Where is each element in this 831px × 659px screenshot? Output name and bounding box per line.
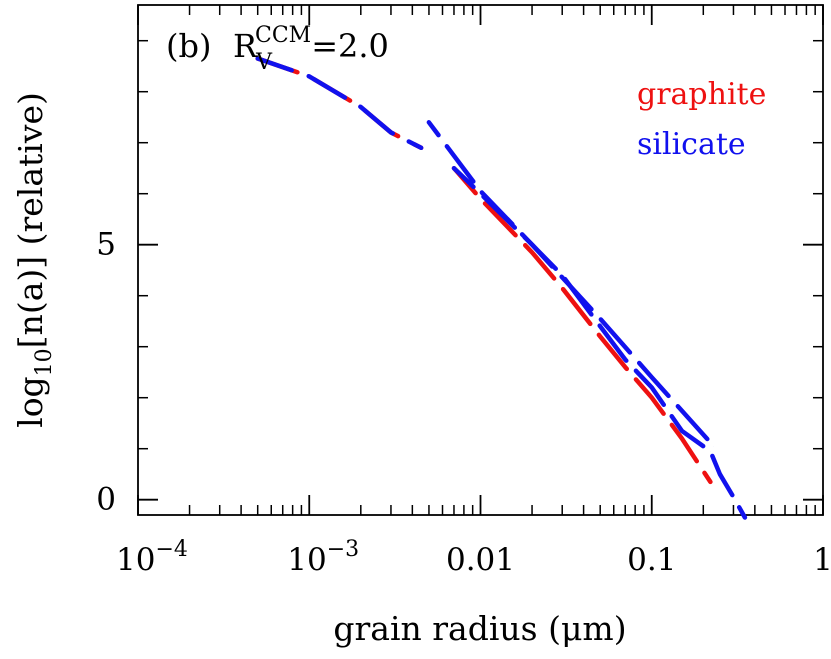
y-tick-labels: 05: [96, 227, 116, 518]
legend: graphite silicate: [637, 77, 766, 162]
rv-sub: V: [255, 50, 273, 75]
rv-label: RVCCM=2.0: [233, 23, 389, 75]
x-tick-label-3: 0.1: [627, 542, 676, 578]
x-tick-label-0: 10−4: [116, 537, 188, 578]
legend-entry-silicate: silicate: [637, 127, 746, 162]
series-silicate-segment-1: [454, 168, 745, 517]
series-graphite-segment-1: [454, 168, 710, 482]
rv-value: =2.0: [311, 27, 389, 65]
y-title-log: log: [11, 376, 50, 428]
series-silicate-segment-2: [429, 122, 714, 446]
panel-label: (b): [166, 27, 211, 65]
x-tick-label-4: 1: [813, 542, 831, 578]
y-axis-title: log10[n(a)] (relative): [11, 92, 57, 428]
rv-sup: CCM: [255, 23, 311, 48]
x-tick-label-2: 0.01: [446, 542, 515, 578]
x-tick-label-1: 10−3: [287, 537, 359, 578]
legend-entry-graphite: graphite: [637, 77, 766, 112]
y-tick-label-1: 5: [96, 227, 116, 263]
x-tick-labels: 10−4 10−3 0.01 0.1 1: [116, 537, 831, 578]
y-title-rest: [n(a)] (relative): [11, 92, 50, 348]
y-tick-label-0: 0: [96, 482, 116, 518]
x-axis-title: grain radius (μm): [333, 609, 626, 648]
y-title-sub: 10: [32, 348, 57, 376]
series-graphite-segment-0: [258, 59, 421, 148]
